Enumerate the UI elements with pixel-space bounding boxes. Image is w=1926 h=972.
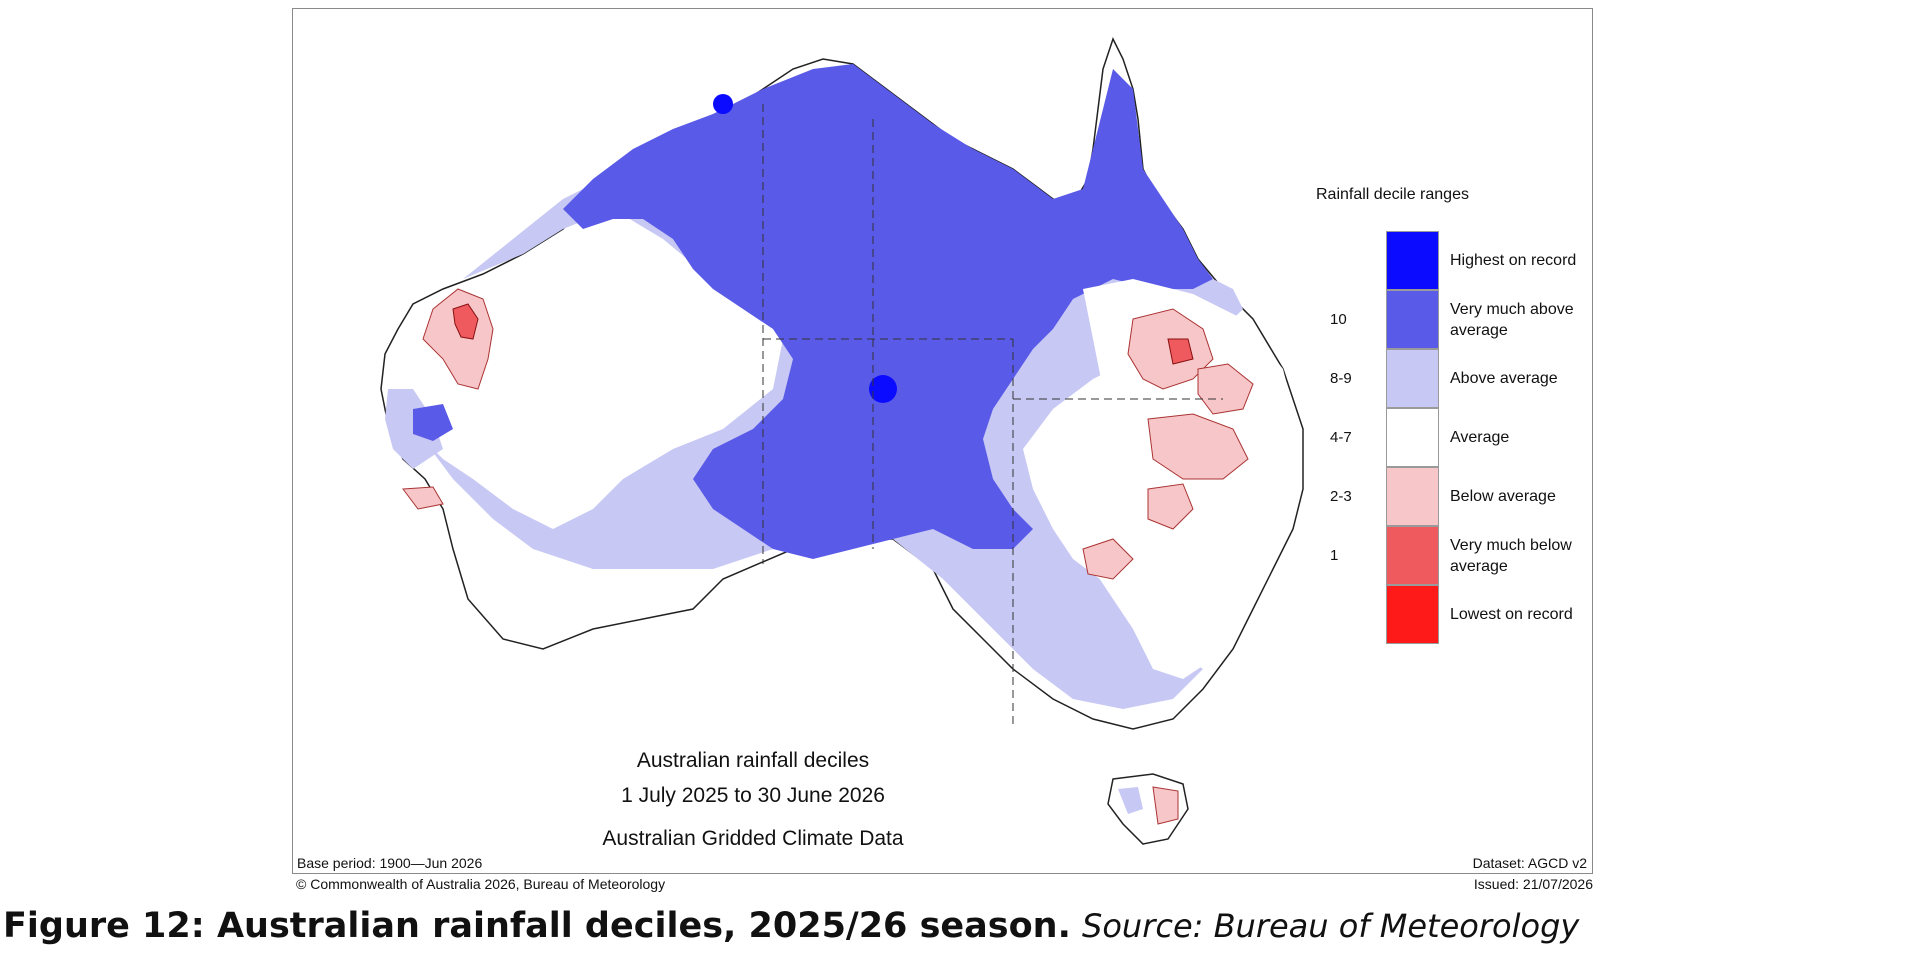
rainfall-map: Australian rainfall deciles 1 July 2025 … xyxy=(292,8,1593,874)
map-title-line-2: 1 July 2025 to 30 June 2026 xyxy=(621,784,885,807)
legend-label: Average xyxy=(1450,429,1510,446)
tasmania-below xyxy=(1152,786,1179,825)
legend-swatch-very-much-above xyxy=(1386,290,1439,349)
legend-row-above: 8-9 Above average xyxy=(1330,349,1600,408)
sw-below-patch xyxy=(402,486,444,510)
caption-source: Source: Bureau of Meteorology xyxy=(1082,907,1580,945)
tasmania-above xyxy=(1118,787,1143,814)
legend-label: Highest on record xyxy=(1450,252,1577,269)
dataset-label: Dataset: AGCD v2 xyxy=(1472,855,1587,871)
east-below-3 xyxy=(1147,413,1249,480)
east-below-5 xyxy=(1082,538,1134,580)
west-below-average xyxy=(422,288,494,390)
legend-range: 1 xyxy=(1330,547,1339,564)
legend-swatch-very-much-below xyxy=(1386,526,1439,585)
map-title-line-1: Australian rainfall deciles xyxy=(636,749,870,772)
east-very-much-below-1 xyxy=(1167,338,1194,365)
australia-decile-map xyxy=(380,37,1304,845)
state-borders xyxy=(762,104,1223,729)
caption-title: Figure 12: Australian rainfall deciles, … xyxy=(3,906,1071,946)
legend-label: Above average xyxy=(1450,370,1558,387)
map-title-line-3: Australian Gridded Climate Data xyxy=(602,827,904,850)
legend-title: Rainfall decile ranges xyxy=(1316,186,1469,203)
figure-caption: Figure 12: Australian rainfall deciles, … xyxy=(3,906,1579,946)
legend-swatch-average xyxy=(1386,408,1439,467)
base-period-label: Base period: 1900—Jun 2026 xyxy=(297,855,483,871)
legend-range: 4-7 xyxy=(1330,429,1352,446)
legend-swatch-lowest xyxy=(1386,585,1439,644)
legend-row-very-much-above: 10 Very much above average xyxy=(1330,290,1600,349)
legend-swatch-above xyxy=(1386,349,1439,408)
legend-range xyxy=(1330,585,1380,644)
legend-range: 2-3 xyxy=(1330,488,1352,505)
legend-row-very-much-below: 1 Very much below average xyxy=(1330,526,1600,585)
east-below-4 xyxy=(1147,483,1194,530)
sw-very-much-above-patch xyxy=(413,404,453,441)
legend-label: Very much below average xyxy=(1450,536,1572,575)
legend-range xyxy=(1330,231,1380,290)
very-much-above-region xyxy=(563,64,1213,559)
legend-swatch-below xyxy=(1386,467,1439,526)
legend-row-lowest: Lowest on record xyxy=(1330,585,1600,644)
legend-label: Below average xyxy=(1450,488,1556,505)
legend-swatch-highest xyxy=(1386,231,1439,290)
issued-date: Issued: 21/07/2026 xyxy=(1473,876,1593,892)
legend-row-average: 4-7 Average xyxy=(1330,408,1600,467)
central-highest-patch xyxy=(869,375,897,403)
west-very-much-below xyxy=(452,303,479,340)
legend-label: Lowest on record xyxy=(1450,606,1573,623)
legend-range: 8-9 xyxy=(1330,370,1352,387)
north-highest-patch xyxy=(713,94,733,114)
legend-row-below: 2-3 Below average xyxy=(1330,467,1600,526)
legend-range: 10 xyxy=(1330,311,1347,328)
copyright-notice: © Commonwealth of Australia 2026, Bureau… xyxy=(296,876,666,892)
legend-row-highest: Highest on record xyxy=(1330,231,1600,290)
legend-label: Very much above average xyxy=(1450,300,1574,339)
east-below-2 xyxy=(1197,363,1254,415)
